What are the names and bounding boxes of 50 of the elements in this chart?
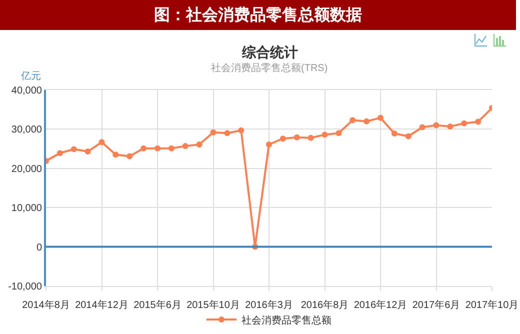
point: [378, 114, 384, 121]
point: [336, 130, 342, 136]
text: 社会消费品零售总额(TRS): [211, 62, 328, 74]
point: [266, 141, 272, 148]
point: [364, 118, 370, 124]
x-tick-label: 2014年12月: [75, 299, 128, 311]
y-tick-label: 0: [36, 242, 42, 254]
x-tick-label: 2016年8月: [300, 299, 349, 311]
point: [461, 120, 468, 126]
point: [391, 130, 398, 137]
point: [196, 141, 202, 148]
point: [126, 153, 133, 160]
point: [224, 130, 230, 136]
y-tick-label: 10,000: [11, 203, 42, 214]
legend-label: 社会消费品零售总额: [242, 314, 332, 326]
x-tick-label: 2015年6月: [134, 299, 182, 311]
x-tick-label: 2016年12月: [354, 299, 408, 311]
chart-title: 图：社会消费品零售总额数据: [0, 0, 516, 30]
point: [280, 136, 286, 142]
point: [419, 124, 426, 130]
x-tick-label: 2016年3月: [245, 299, 293, 311]
point: [475, 118, 482, 125]
point: [84, 148, 91, 155]
point: [210, 129, 216, 136]
x-tick-label: 2014年8月: [22, 299, 70, 311]
y-axis-title: 亿元: [20, 71, 41, 82]
point: [154, 145, 160, 152]
y-tick-label: 30,000: [11, 124, 42, 136]
point: [182, 143, 188, 150]
point: [140, 145, 147, 152]
y-tick-label: 40,000: [11, 86, 42, 96]
x-tick-label: 2015年10月: [186, 299, 240, 311]
point: [112, 152, 119, 158]
point: [405, 133, 412, 140]
point: [238, 127, 244, 134]
point: [322, 132, 328, 138]
point: [70, 146, 77, 152]
y-tick-label: 20,000: [11, 164, 42, 175]
point: [350, 117, 356, 124]
point: [168, 145, 174, 152]
x-tick-label: 2017年6月: [412, 299, 460, 311]
y-tick-label: -10,000: [8, 282, 42, 292]
point: [308, 134, 314, 141]
x-tick-label: 2017年10月: [465, 299, 519, 311]
point: [447, 123, 454, 130]
point: [98, 139, 105, 146]
chart-subtitle: 综合统计: [241, 44, 298, 60]
point: [56, 150, 63, 156]
point: [294, 134, 300, 140]
point: [433, 122, 440, 128]
